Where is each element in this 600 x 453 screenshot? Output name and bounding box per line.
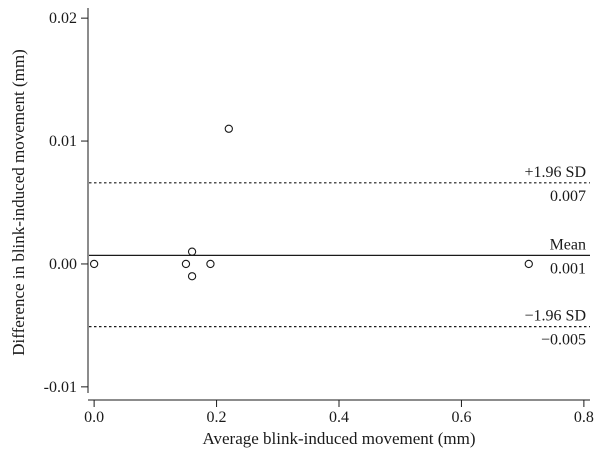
data-point [187, 247, 197, 256]
x-tick-label: 0.8 [574, 409, 594, 426]
data-point [524, 259, 533, 269]
data-point [181, 259, 191, 269]
data-points [89, 124, 533, 281]
data-point [206, 259, 215, 269]
y-tick-label: -0.01 [44, 379, 77, 396]
y-tick-label: 0.02 [49, 10, 77, 27]
reference-label-upper: +1.96 SD [525, 164, 586, 181]
reference-value-mean: 0.001 [550, 260, 586, 277]
x-tick-label: 0.4 [329, 409, 349, 426]
y-tick-label: 0.01 [49, 133, 77, 150]
y-tick-label: 0.00 [49, 256, 77, 273]
reference-value-lower: −0.005 [541, 332, 586, 349]
x-tick-label: 0.2 [207, 409, 227, 426]
data-point [89, 259, 99, 269]
y-axis-title: Difference in blink-induced movement (mm… [9, 49, 28, 356]
x-tick-label: 0.0 [84, 409, 104, 426]
reference-value-upper: 0.007 [550, 188, 586, 205]
reference-label-lower: −1.96 SD [525, 308, 586, 325]
axes: -0.01 0.00 0.01 0.02 0.0 0.2 0.4 0.6 0.8 [44, 8, 594, 426]
reference-lines: +1.96 SD 0.007 Mean 0.001 −1.96 SD −0.005 [89, 164, 590, 349]
reference-label-mean: Mean [550, 236, 586, 253]
x-tick-label: 0.6 [451, 409, 471, 426]
data-point [224, 124, 233, 133]
data-point [187, 272, 197, 281]
x-axis-title: Average blink-induced movement (mm) [202, 429, 475, 448]
